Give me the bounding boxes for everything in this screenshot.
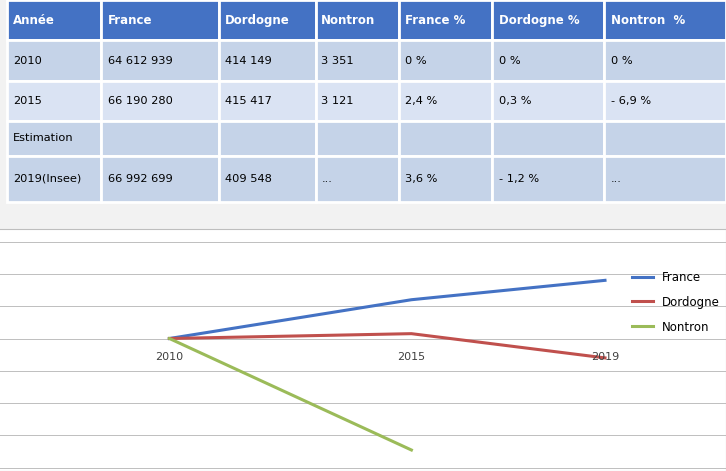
Legend: France, Dordogne, Nontron: France, Dordogne, Nontron	[632, 271, 720, 333]
Text: 2010: 2010	[155, 352, 184, 362]
Text: 2015: 2015	[397, 352, 425, 362]
Text: 2019: 2019	[591, 352, 619, 362]
